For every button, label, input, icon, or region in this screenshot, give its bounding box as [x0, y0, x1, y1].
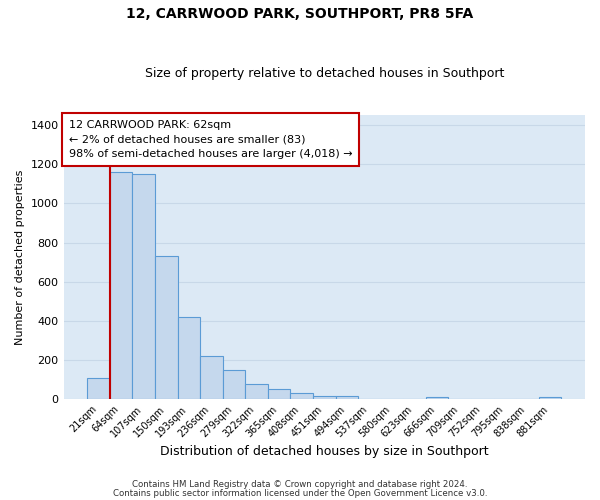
Title: Size of property relative to detached houses in Southport: Size of property relative to detached ho… — [145, 66, 504, 80]
Text: Contains public sector information licensed under the Open Government Licence v3: Contains public sector information licen… — [113, 489, 487, 498]
Text: 12 CARRWOOD PARK: 62sqm
← 2% of detached houses are smaller (83)
98% of semi-det: 12 CARRWOOD PARK: 62sqm ← 2% of detached… — [69, 120, 352, 159]
Text: Contains HM Land Registry data © Crown copyright and database right 2024.: Contains HM Land Registry data © Crown c… — [132, 480, 468, 489]
Bar — [155, 256, 178, 399]
Bar — [245, 384, 268, 399]
Bar — [539, 397, 561, 399]
Bar — [313, 396, 335, 399]
X-axis label: Distribution of detached houses by size in Southport: Distribution of detached houses by size … — [160, 444, 488, 458]
Bar — [133, 174, 155, 399]
Bar — [87, 378, 110, 399]
Bar — [200, 356, 223, 399]
Bar — [290, 393, 313, 399]
Bar — [268, 390, 290, 399]
Y-axis label: Number of detached properties: Number of detached properties — [15, 170, 25, 345]
Bar — [335, 396, 358, 399]
Bar — [178, 317, 200, 399]
Bar — [110, 172, 133, 399]
Bar — [426, 397, 448, 399]
Text: 12, CARRWOOD PARK, SOUTHPORT, PR8 5FA: 12, CARRWOOD PARK, SOUTHPORT, PR8 5FA — [127, 8, 473, 22]
Bar — [223, 370, 245, 399]
